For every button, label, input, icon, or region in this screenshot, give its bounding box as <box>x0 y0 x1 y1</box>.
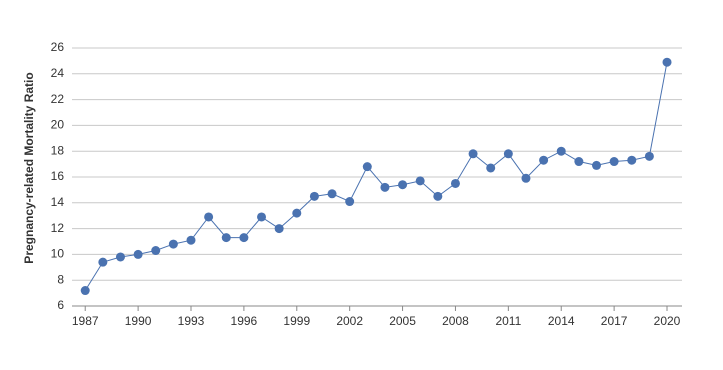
data-point <box>168 239 178 249</box>
data-point <box>521 173 531 183</box>
y-tick-label: 26 <box>51 40 65 54</box>
data-point <box>221 233 231 243</box>
data-point <box>151 246 161 256</box>
y-tick-label: 16 <box>51 169 65 183</box>
data-point <box>539 155 549 165</box>
data-point <box>591 160 601 170</box>
x-tick-label: 1987 <box>72 314 99 328</box>
x-tick-label: 2014 <box>548 314 575 328</box>
data-point <box>309 191 319 201</box>
x-tick-label: 2002 <box>336 314 363 328</box>
y-tick-label: 18 <box>51 143 65 157</box>
data-point <box>450 178 460 188</box>
data-point <box>186 235 196 245</box>
data-point <box>380 182 390 192</box>
x-tick-label: 2011 <box>495 314 521 328</box>
y-tick-label: 20 <box>51 118 65 132</box>
series-line <box>84 62 668 291</box>
data-point <box>274 224 284 234</box>
x-tick-label: 1996 <box>231 314 258 328</box>
x-tick-label: 2020 <box>654 314 681 328</box>
y-tick-label: 24 <box>51 66 65 80</box>
data-point <box>362 162 372 172</box>
data-point <box>239 233 249 243</box>
data-point <box>644 151 654 161</box>
y-tick-label: 12 <box>51 221 65 235</box>
y-tick-label: 6 <box>57 298 64 312</box>
data-point <box>292 208 302 218</box>
x-tick-label: 2017 <box>601 314 628 328</box>
data-point <box>556 146 566 156</box>
y-tick-label: 8 <box>57 272 64 286</box>
x-tick-label: 1990 <box>125 314 152 328</box>
data-point <box>80 286 90 296</box>
data-point <box>662 57 672 67</box>
x-tick-label: 1993 <box>178 314 205 328</box>
data-point <box>433 191 443 201</box>
data-point <box>398 180 408 190</box>
x-tick-label: 2008 <box>442 314 469 328</box>
data-point <box>204 212 214 222</box>
data-point <box>345 197 355 207</box>
data-point <box>327 189 337 199</box>
data-point <box>627 155 637 165</box>
x-tick-label: 1999 <box>283 314 310 328</box>
data-point <box>486 163 496 173</box>
y-tick-label: 14 <box>51 195 65 209</box>
y-axis-label: Pregnancy-related Mortality Ratio <box>22 72 36 263</box>
data-point <box>133 249 143 259</box>
x-tick-label: 2005 <box>389 314 416 328</box>
data-point <box>468 149 478 159</box>
y-tick-label: 10 <box>51 247 65 261</box>
data-point <box>503 149 513 159</box>
data-point <box>115 252 125 262</box>
data-point <box>574 157 584 167</box>
data-point <box>415 176 425 186</box>
y-tick-label: 22 <box>51 92 65 106</box>
data-point <box>609 157 619 167</box>
data-point <box>257 212 267 222</box>
data-point <box>98 257 108 267</box>
